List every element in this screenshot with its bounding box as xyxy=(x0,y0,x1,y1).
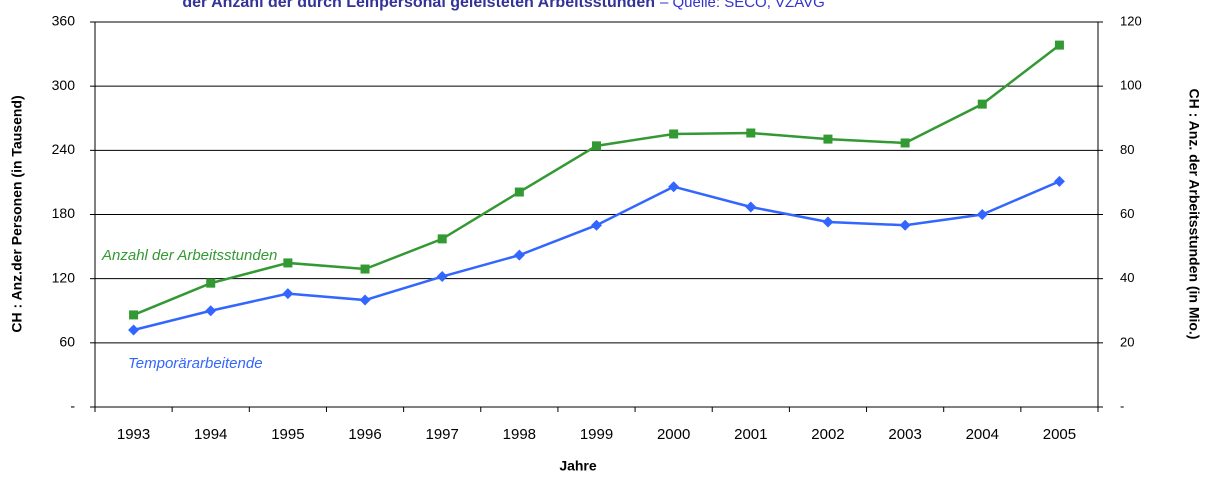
x-tick-label: 1996 xyxy=(348,426,381,443)
series-line xyxy=(133,44,1061,317)
marker xyxy=(746,128,756,138)
x-tick-label: 1997 xyxy=(426,426,459,443)
marker xyxy=(513,249,525,261)
x-tick-label: 2003 xyxy=(888,426,921,443)
marker xyxy=(359,294,371,306)
y-tick-label: 360 xyxy=(52,13,76,29)
marker xyxy=(899,219,911,231)
series-label: Anzahl der Arbeitsstunden xyxy=(101,247,277,264)
y2-tick-label: 120 xyxy=(1120,13,1142,28)
marker xyxy=(1054,40,1064,50)
x-tick-label: 1995 xyxy=(271,426,304,443)
marker xyxy=(822,216,834,228)
chart-title: der Anzahl der durch Leihpersonal geleis… xyxy=(182,0,655,11)
y-axis-label: CH : Anz.der Personen (in Tausend) xyxy=(9,95,25,332)
x-axis-label: Jahre xyxy=(559,458,597,474)
marker xyxy=(360,264,370,274)
y-tick-label: 120 xyxy=(52,269,76,285)
x-tick-label: 2001 xyxy=(734,426,767,443)
y2-axis-label: CH : Anz. der Arbeitsstunden (in Mio.) xyxy=(1186,89,1202,340)
x-tick-label: 2002 xyxy=(811,426,844,443)
marker xyxy=(668,181,680,193)
marker xyxy=(1053,175,1065,187)
marker xyxy=(436,271,448,283)
x-tick-label: 1994 xyxy=(194,426,227,443)
x-tick-label: 1993 xyxy=(117,426,150,443)
chart-source: – Quelle: SECO, VZAVG xyxy=(660,0,825,11)
y-tick-label: 60 xyxy=(59,334,75,350)
x-tick-label: 1998 xyxy=(503,426,536,443)
marker xyxy=(128,324,140,336)
marker xyxy=(591,219,602,231)
y2-tick-label: 80 xyxy=(1120,142,1134,157)
x-tick-label: 2005 xyxy=(1043,426,1076,443)
marker xyxy=(206,278,216,288)
marker xyxy=(669,129,679,139)
x-tick-label: 2004 xyxy=(966,426,999,443)
y-tick-label: - xyxy=(70,398,75,414)
y2-tick-label: 100 xyxy=(1120,78,1142,93)
y-tick-label: 240 xyxy=(52,141,76,157)
marker xyxy=(900,138,910,148)
marker xyxy=(514,187,524,197)
marker xyxy=(437,234,447,244)
y-tick-label: 180 xyxy=(52,205,76,221)
marker xyxy=(282,288,294,300)
marker xyxy=(977,99,987,109)
y2-tick-label: 60 xyxy=(1120,206,1134,221)
x-tick-label: 2000 xyxy=(657,426,690,443)
marker xyxy=(745,201,757,213)
series-label: Temporärarbeitende xyxy=(128,355,263,372)
y-tick-label: 300 xyxy=(52,77,76,93)
y2-tick-label: - xyxy=(1120,398,1124,413)
marker xyxy=(205,305,217,317)
y2-tick-label: 40 xyxy=(1120,270,1134,285)
x-tick-label: 1999 xyxy=(580,426,613,443)
marker xyxy=(129,310,139,320)
marker xyxy=(283,258,293,268)
marker xyxy=(976,209,988,220)
marker xyxy=(592,141,601,151)
y2-tick-label: 20 xyxy=(1120,334,1134,349)
marker xyxy=(823,134,833,144)
